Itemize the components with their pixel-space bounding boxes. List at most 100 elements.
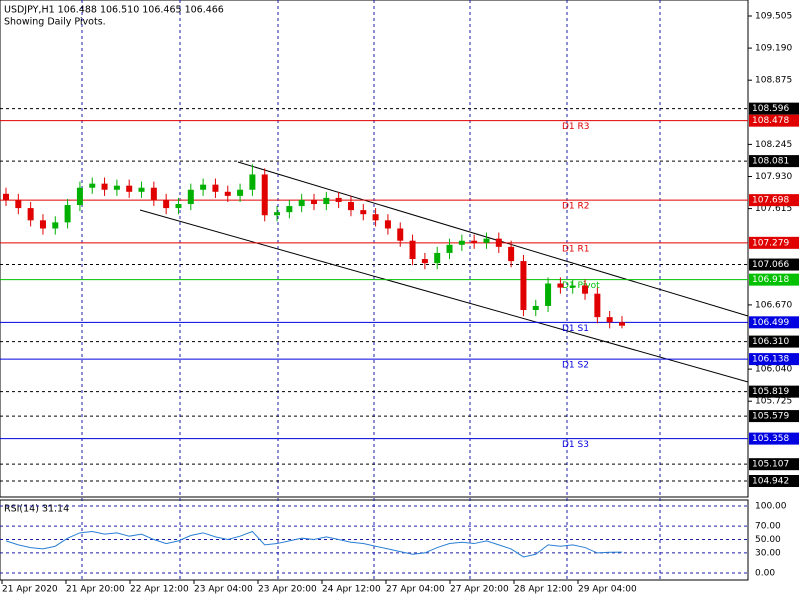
candle-body xyxy=(606,317,613,323)
candle-body xyxy=(76,187,83,206)
candle-body xyxy=(335,197,342,202)
price-tag-label: 105.107 xyxy=(752,460,789,470)
candle-body xyxy=(532,305,539,311)
candle-body xyxy=(458,240,465,245)
candle-body xyxy=(126,185,133,192)
x-tick-label: 22 Apr 12:00 xyxy=(130,585,189,595)
pivot-label: D1 R3 xyxy=(562,122,590,132)
candle-body xyxy=(347,201,354,211)
price-tag-label: 108.478 xyxy=(752,116,789,126)
candle-body xyxy=(483,238,490,243)
y-tick-label: 106.040 xyxy=(755,365,792,375)
candle-body xyxy=(311,199,317,205)
price-tag xyxy=(749,458,799,471)
candle-body xyxy=(421,259,428,264)
candle-body xyxy=(372,214,379,221)
price-tag-label: 107.698 xyxy=(752,196,789,206)
price-tag-label: 106.138 xyxy=(752,355,789,365)
price-tag xyxy=(749,410,799,423)
y-tick-label: 70.00 xyxy=(755,522,781,532)
candle-body xyxy=(200,184,207,190)
y-tick-label: 105.725 xyxy=(755,397,792,407)
price-tag-label: 108.596 xyxy=(752,104,789,114)
candle-body xyxy=(52,222,59,229)
y-tick-label: 108.245 xyxy=(755,140,792,150)
price-tag xyxy=(749,194,799,207)
candle-body xyxy=(261,174,268,216)
price-tag-label: 105.358 xyxy=(752,434,789,444)
candle-body xyxy=(569,285,576,288)
candle-body xyxy=(360,210,367,215)
y-tick-label: 100.00 xyxy=(755,502,787,512)
candle-body xyxy=(545,283,552,306)
x-tick-label: 21 Apr 20:00 xyxy=(66,585,125,595)
y-tick-label: 107.930 xyxy=(755,172,792,182)
y-tick-label: 109.505 xyxy=(755,11,792,21)
rsi-line xyxy=(5,530,623,558)
candle-body xyxy=(212,184,219,192)
y-tick-label: 106.670 xyxy=(755,300,792,310)
price-tag xyxy=(749,385,799,398)
price-tag-label: 107.279 xyxy=(752,238,789,248)
pivot-label: D1 R2 xyxy=(562,202,590,212)
y-tick-label: 50.00 xyxy=(755,535,781,545)
x-tick-label: 21 Apr 2020 xyxy=(2,585,58,595)
price-tag xyxy=(749,258,799,271)
price-tag xyxy=(749,475,799,488)
x-tick-label: 27 Apr 04:00 xyxy=(386,585,445,595)
price-tag xyxy=(749,155,799,168)
candle-body xyxy=(619,322,625,326)
candle-body xyxy=(434,252,441,264)
candle-body xyxy=(298,199,305,207)
x-tick-label: 28 Apr 12:00 xyxy=(514,585,573,595)
candle-body xyxy=(397,228,404,241)
price-tag xyxy=(749,432,799,445)
y-tick-label: 107.615 xyxy=(755,204,792,214)
candle-body xyxy=(582,285,589,294)
vertical-grid xyxy=(81,0,661,580)
pivot-label: D1 S3 xyxy=(562,440,589,450)
candle-body xyxy=(286,206,293,213)
candle-body xyxy=(274,212,281,216)
pivot-label: D1 S1 xyxy=(562,324,589,334)
candle-body xyxy=(175,204,182,209)
x-tick-label: 27 Apr 20:00 xyxy=(450,585,509,595)
candle-body xyxy=(384,220,391,229)
candle-body xyxy=(409,240,416,260)
candle-body xyxy=(323,197,330,205)
chart-subtitle: Showing Daily Pivots. xyxy=(4,17,106,28)
x-tick-label: 24 Apr 12:00 xyxy=(322,585,381,595)
y-tick-label: 0.00 xyxy=(755,569,775,579)
candle-body xyxy=(15,199,22,209)
price-tag-label: 106.310 xyxy=(752,337,789,347)
candle-body xyxy=(557,283,564,288)
price-tag-label: 106.918 xyxy=(752,275,789,285)
pivot-label: D1 R1 xyxy=(562,244,590,254)
y-tick-label: 108.875 xyxy=(755,76,792,86)
price-tag xyxy=(749,316,799,329)
candle-body xyxy=(594,293,601,318)
price-tag xyxy=(749,273,799,286)
price-tag xyxy=(749,236,799,249)
candle-body xyxy=(89,183,96,188)
price-tag-label: 108.081 xyxy=(752,157,789,167)
candle-body xyxy=(3,193,9,200)
candle-body xyxy=(249,174,256,190)
candle-body xyxy=(495,238,502,247)
candle-body xyxy=(138,187,145,192)
candle-body xyxy=(237,189,244,196)
price-tag-label: 107.066 xyxy=(752,260,789,270)
candle-body xyxy=(163,199,170,209)
trend-line xyxy=(237,161,749,317)
pivot-label: D1 S2 xyxy=(562,361,589,371)
trend-line xyxy=(139,209,749,383)
candle-body xyxy=(27,208,34,221)
candle-body xyxy=(113,185,120,190)
pivot-label: D1 Pivot xyxy=(562,281,600,291)
price-tag-label: 105.819 xyxy=(752,387,789,397)
price-tag xyxy=(749,353,799,366)
candle-body xyxy=(224,191,231,196)
candle-body xyxy=(39,220,46,229)
candle-body xyxy=(471,240,478,243)
